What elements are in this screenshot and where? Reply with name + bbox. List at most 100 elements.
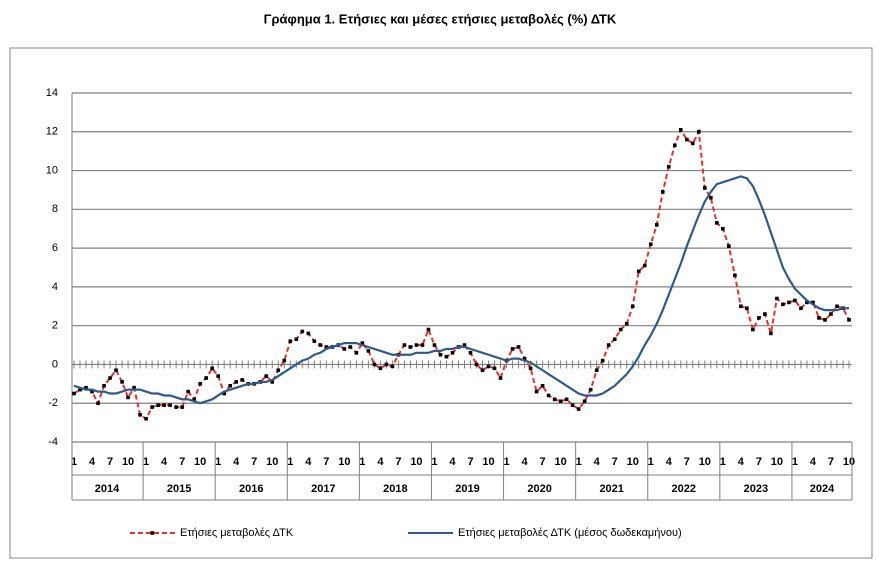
point-marker [492,366,497,371]
point-marker [684,137,689,142]
point-marker [612,337,617,342]
point-marker [781,302,785,307]
point-marker [829,312,833,316]
point-marker [498,376,503,380]
y-tick-label: 14 [46,87,58,99]
y-tick-label: -4 [48,436,58,448]
x-tick-label: 1 [720,456,726,468]
point-marker [264,374,269,378]
point-marker [450,351,455,355]
point-marker [120,380,124,384]
point-marker [228,383,233,388]
year-label: 2018 [383,483,407,495]
point-marker [636,269,641,274]
x-tick-label: 4 [522,456,529,468]
x-tick-label: 7 [612,456,618,468]
point-marker [570,403,575,407]
point-marker [588,387,593,392]
legend-marker [150,531,155,535]
point-marker [96,401,100,406]
series-line [73,127,850,421]
year-label: 2022 [672,483,696,495]
point-marker [132,385,136,390]
point-marker [775,296,779,301]
point-marker [564,397,569,402]
y-tick-label: 12 [46,126,58,138]
point-marker [642,263,647,268]
point-marker [582,399,587,404]
point-marker [618,327,623,332]
point-marker [114,368,118,373]
y-tick-label: 8 [52,203,58,215]
point-marker [384,362,389,367]
x-tick-label: 4 [810,456,817,468]
point-marker [468,351,473,355]
year-label: 2024 [810,483,835,495]
legend-label: Ετήσιες μεταβολές ΔΤΚ (μέσος δωδεκαμήνου… [458,527,682,539]
y-tick-label: 4 [52,281,58,293]
point-marker [474,362,479,367]
point-marker [156,403,160,407]
point-marker [378,366,383,371]
year-label: 2016 [239,483,263,495]
x-tick-label: 7 [179,456,185,468]
point-marker [108,376,112,380]
point-marker [186,389,190,394]
x-tick-label: 1 [648,456,654,468]
point-marker [793,298,797,303]
point-marker [805,300,809,305]
point-marker [78,387,82,392]
year-label: 2019 [455,483,479,495]
x-tick-label: 1 [431,456,437,468]
y-tick-label: 10 [46,164,58,176]
point-marker [480,368,485,373]
point-marker [420,343,425,347]
point-marker [552,397,557,402]
point-marker [312,339,317,343]
point-marker [516,345,521,349]
x-tick-label: 1 [792,456,798,468]
year-label: 2017 [311,483,335,495]
point-marker [318,343,323,347]
point-marker [817,316,821,320]
year-label: 2015 [167,483,191,495]
point-marker [733,273,737,278]
x-tick-label: 10 [410,456,422,468]
x-tick-label: 4 [449,456,456,468]
point-marker [84,385,88,390]
point-marker [787,300,791,305]
x-tick-label: 4 [594,456,601,468]
x-tick-label: 10 [338,456,350,468]
x-tick-label: 7 [323,456,329,468]
point-marker [408,345,413,349]
x-tick-label: 10 [482,456,494,468]
point-marker [270,380,275,384]
point-marker [745,306,749,311]
x-tick-label: 7 [107,456,113,468]
x-tick-label: 4 [89,456,96,468]
x-tick-label: 4 [161,456,168,468]
point-marker [294,337,299,342]
year-label: 2020 [527,483,551,495]
point-marker [372,362,377,367]
point-marker [715,221,719,225]
x-tick-label: 4 [738,456,745,468]
x-tick-label: 10 [699,456,711,468]
x-tick-label: 7 [684,456,690,468]
point-marker [534,389,539,394]
x-tick-label: 7 [756,456,762,468]
year-label: 2021 [599,483,623,495]
point-marker [426,327,431,332]
point-marker [390,364,395,369]
point-marker [432,343,437,347]
point-marker [216,374,220,378]
point-marker [240,378,245,382]
point-marker [438,352,443,357]
year-label: 2014 [95,483,120,495]
point-marker [282,358,287,363]
point-marker [769,331,773,336]
x-tick-label: 4 [377,456,384,468]
point-marker [835,304,839,309]
x-tick-label: 1 [576,456,582,468]
